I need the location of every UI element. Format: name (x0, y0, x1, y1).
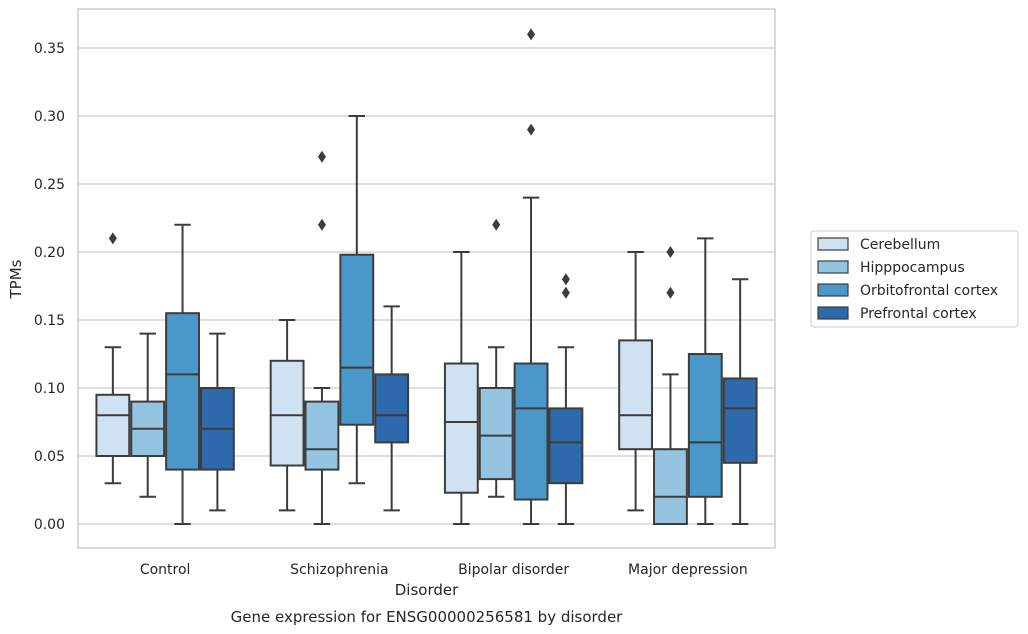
legend-entry: Orbitofrontal cortex (860, 283, 998, 299)
y-tick-label: 0.00 (34, 517, 65, 533)
box-group (130, 332, 166, 498)
iqr-box (95, 393, 131, 457)
y-tick-label: 0.10 (34, 381, 65, 397)
outlier-point (317, 218, 326, 231)
legend-frame (810, 230, 1019, 328)
box-group (653, 246, 688, 526)
y-tick-label: 0.20 (34, 245, 65, 261)
outlier-point (527, 123, 536, 136)
x-axis-label: Disorder (395, 581, 459, 599)
box-group (618, 251, 654, 512)
iqr-box (687, 353, 723, 498)
iqr-box (653, 448, 688, 526)
legend-swatch (817, 237, 849, 251)
iqr-box (722, 377, 758, 464)
y-axis-label: TPMs (7, 259, 25, 299)
outlier-point (317, 150, 326, 163)
box-group (95, 232, 131, 485)
iqr-box (304, 400, 340, 471)
box-group (548, 273, 584, 525)
outlier-point (666, 286, 675, 299)
legend-swatch (817, 260, 849, 274)
plot-frame (77, 8, 776, 549)
box-group (304, 150, 340, 525)
iqr-box (513, 362, 549, 501)
x-tick-label: Schizophrenia (290, 562, 388, 578)
box-group (269, 319, 305, 512)
box-group (687, 237, 723, 525)
outlier-point (561, 286, 570, 299)
iqr-box (618, 339, 654, 451)
legend-items: Cerebellum Hipppocampus Orbitofrontal cort… (817, 237, 998, 322)
box-group (374, 305, 410, 512)
iqr-box (165, 312, 200, 471)
box-group (513, 28, 549, 525)
y-tick-label: 0.30 (34, 109, 65, 125)
iqr-box (269, 359, 305, 467)
box-group (443, 251, 479, 525)
y-tick-label: 0.35 (34, 41, 65, 57)
iqr-box (339, 253, 375, 426)
x-tick-label: Major depression (628, 562, 748, 578)
outlier-point (492, 218, 501, 231)
legend-swatch (817, 306, 849, 320)
x-tick-label: Control (140, 562, 191, 578)
iqr-box (478, 387, 514, 481)
box-group (165, 223, 200, 525)
y-tick-labels: 0.00 0.05 0.10 0.15 0.20 0.25 0.30 0.35 (34, 41, 65, 533)
outlier-point (527, 28, 536, 41)
iqr-box (548, 407, 584, 485)
outlier-point (561, 273, 570, 286)
iqr-box (374, 373, 410, 444)
x-tick-label: Bipolar disorder (458, 562, 569, 578)
legend: Cerebellum Hipppocampus Orbitofrontal cort… (810, 230, 1019, 328)
box-plot-marks (95, 28, 758, 526)
legend-entry: Cerebellum (860, 237, 940, 253)
box-group (199, 332, 235, 512)
legend-entry: Hipppocampus (860, 260, 965, 276)
outlier-point (666, 246, 675, 258)
x-tick-labels: Control Schizophrenia Bipolar disorder Majo… (140, 562, 748, 578)
box-group (722, 278, 758, 525)
outlier-point (108, 232, 117, 245)
legend-swatch (817, 283, 849, 297)
y-tick-label: 0.05 (34, 449, 65, 465)
y-tick-label: 0.15 (34, 313, 65, 329)
box-group (339, 115, 375, 485)
y-tick-label: 0.25 (34, 177, 65, 193)
legend-entry: Prefrontal cortex (860, 306, 977, 322)
box-group (478, 218, 514, 498)
iqr-box (443, 362, 479, 494)
chart-caption: Gene expression for ENSG00000256581 by d… (231, 608, 624, 626)
